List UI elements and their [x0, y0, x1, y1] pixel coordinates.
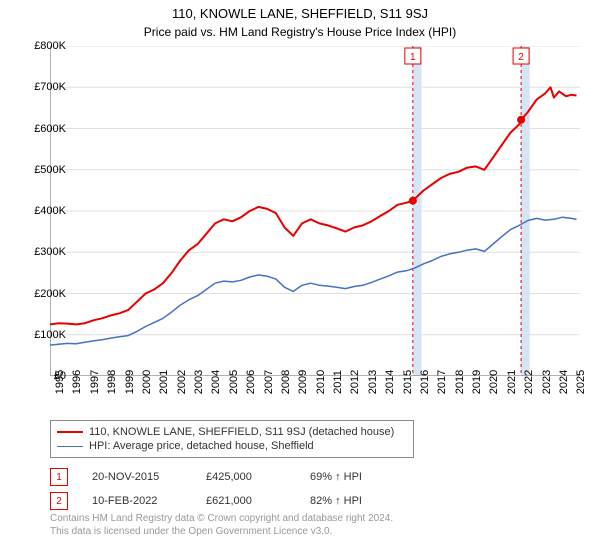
y-tick-label: £600K — [34, 123, 66, 135]
sale-price: £425,000 — [206, 471, 286, 483]
y-tick-label: £500K — [34, 164, 66, 176]
x-tick-label: 2014 — [384, 370, 396, 394]
svg-text:2: 2 — [518, 52, 524, 63]
svg-text:1: 1 — [410, 52, 416, 63]
sale-date: 10-FEB-2022 — [92, 495, 182, 507]
x-tick-label: 2007 — [263, 370, 275, 394]
x-tick-label: 2015 — [402, 370, 414, 394]
sale-marker-1: 1 — [50, 468, 68, 486]
x-tick-label: 1999 — [124, 370, 136, 394]
y-tick-label: £400K — [34, 205, 66, 217]
x-tick-label: 2020 — [488, 370, 500, 394]
x-tick-label: 2017 — [436, 370, 448, 394]
x-tick-label: 2016 — [419, 370, 431, 394]
y-tick-label: £300K — [34, 246, 66, 258]
page-subtitle: Price paid vs. HM Land Registry's House … — [0, 21, 600, 43]
x-tick-label: 2003 — [193, 370, 205, 394]
sale-marker-2: 2 — [50, 492, 68, 510]
x-tick-label: 2006 — [245, 370, 257, 394]
x-tick-label: 2000 — [141, 370, 153, 394]
legend-row: 110, KNOWLE LANE, SHEFFIELD, S11 9SJ (de… — [57, 425, 407, 439]
x-tick-label: 1997 — [89, 370, 101, 394]
x-tick-label: 2002 — [176, 370, 188, 394]
x-tick-label: 2022 — [523, 370, 535, 394]
legend-swatch-property — [57, 431, 83, 433]
x-tick-label: 2012 — [349, 370, 361, 394]
y-tick-label: £100K — [34, 329, 66, 341]
sale-price: £621,000 — [206, 495, 286, 507]
x-tick-label: 2018 — [454, 370, 466, 394]
x-tick-label: 1998 — [106, 370, 118, 394]
price-chart: 12 — [50, 46, 580, 376]
x-tick-label: 2024 — [558, 370, 570, 394]
legend-label-hpi: HPI: Average price, detached house, Shef… — [89, 440, 314, 452]
legend-swatch-hpi — [57, 446, 83, 447]
container: 110, KNOWLE LANE, SHEFFIELD, S11 9SJ Pri… — [0, 0, 600, 560]
sales-row: 2 10-FEB-2022 £621,000 82% ↑ HPI — [50, 489, 362, 513]
x-tick-label: 1996 — [71, 370, 83, 394]
y-tick-label: £200K — [34, 288, 66, 300]
x-tick-label: 2011 — [332, 370, 344, 394]
x-tick-label: 2008 — [280, 370, 292, 394]
x-tick-label: 2023 — [541, 370, 553, 394]
x-tick-label: 2004 — [210, 370, 222, 394]
x-tick-label: 1995 — [54, 370, 66, 394]
sale-date: 20-NOV-2015 — [92, 471, 182, 483]
x-tick-label: 2010 — [315, 370, 327, 394]
x-tick-label: 2005 — [228, 370, 240, 394]
sale-vs-hpi: 82% ↑ HPI — [310, 495, 362, 507]
legend: 110, KNOWLE LANE, SHEFFIELD, S11 9SJ (de… — [50, 420, 414, 458]
x-tick-label: 2001 — [158, 370, 170, 394]
y-tick-label: £800K — [34, 40, 66, 52]
x-tick-label: 2009 — [297, 370, 309, 394]
legend-label-property: 110, KNOWLE LANE, SHEFFIELD, S11 9SJ (de… — [89, 426, 394, 438]
footer-line-1: Contains HM Land Registry data © Crown c… — [50, 512, 393, 525]
page-title: 110, KNOWLE LANE, SHEFFIELD, S11 9SJ — [0, 0, 600, 21]
legend-row: HPI: Average price, detached house, Shef… — [57, 439, 407, 453]
y-tick-label: £700K — [34, 81, 66, 93]
sale-vs-hpi: 69% ↑ HPI — [310, 471, 362, 483]
footer-line-2: This data is licensed under the Open Gov… — [50, 525, 393, 538]
x-tick-label: 2019 — [471, 370, 483, 394]
sales-table: 1 20-NOV-2015 £425,000 69% ↑ HPI 2 10-FE… — [50, 465, 362, 513]
x-tick-label: 2013 — [367, 370, 379, 394]
footer-attribution: Contains HM Land Registry data © Crown c… — [50, 512, 393, 538]
sales-row: 1 20-NOV-2015 £425,000 69% ↑ HPI — [50, 465, 362, 489]
x-tick-label: 2021 — [506, 370, 518, 394]
x-tick-label: 2025 — [575, 370, 587, 394]
